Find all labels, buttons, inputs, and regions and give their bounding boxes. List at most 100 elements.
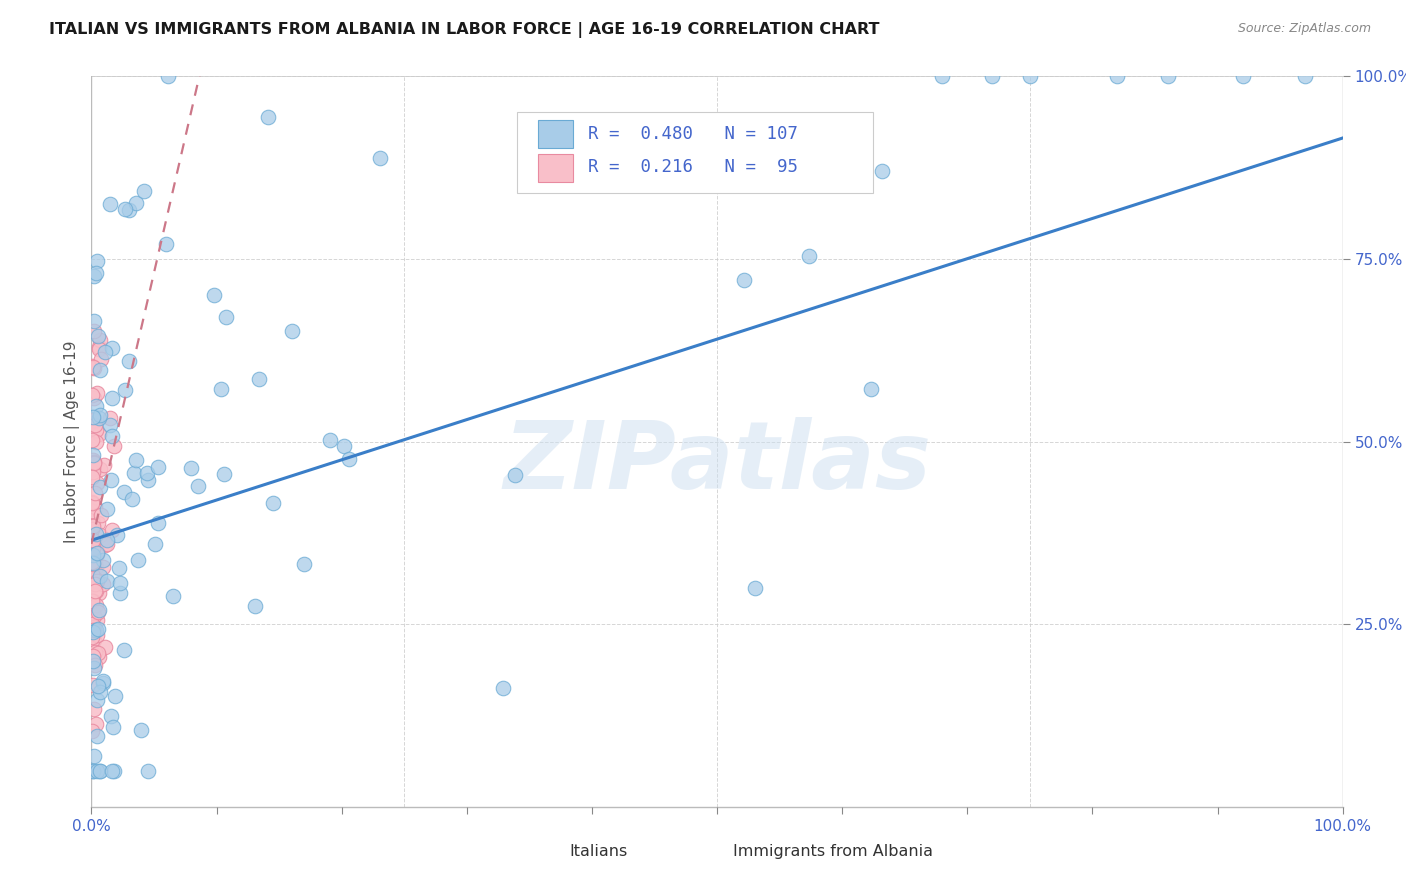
Point (87, 646, 110, 660)
Point (80, 532, 103, 546)
Point (82, 623, 104, 637)
Point (83, 500, 105, 515)
Point (93, 640, 115, 655)
Point (118, 354, 141, 368)
Point (156, 69, 179, 83)
Point (87, 649, 110, 664)
Point (82, 678, 104, 692)
Point (83, 608, 105, 623)
Point (1156, 69, 1178, 83)
Text: Source: ZipAtlas.com: Source: ZipAtlas.com (1237, 22, 1371, 36)
Point (89, 764, 111, 778)
Point (503, 468, 526, 483)
Point (734, 273, 756, 287)
Point (83, 486, 105, 500)
Point (87, 411, 110, 425)
Point (80, 637, 103, 651)
Point (103, 764, 125, 778)
Point (89, 408, 111, 422)
Bar (523, 838, 558, 864)
Point (82, 496, 104, 510)
Point (84, 424, 107, 438)
Point (262, 496, 284, 510)
Point (89, 684, 111, 698)
Point (82, 545, 104, 559)
Point (118, 202, 141, 217)
Point (84, 584, 107, 599)
Point (98, 411, 121, 425)
Point (243, 599, 266, 614)
Point (96, 574, 118, 589)
Point (1107, 69, 1129, 83)
Text: Italians: Italians (569, 844, 627, 859)
Point (82, 559, 104, 574)
Point (122, 466, 145, 480)
Point (80, 600, 103, 615)
Point (82, 359, 104, 374)
Point (80, 594, 103, 608)
Point (136, 473, 159, 487)
Point (101, 341, 124, 355)
Point (82, 724, 104, 739)
Point (870, 164, 893, 178)
FancyBboxPatch shape (517, 112, 873, 193)
Text: ITALIAN VS IMMIGRANTS FROM ALBANIA IN LABOR FORCE | AGE 16-19 CORRELATION CHART: ITALIAN VS IMMIGRANTS FROM ALBANIA IN LA… (49, 22, 880, 38)
Point (82, 453, 104, 467)
Point (86, 729, 108, 743)
Point (87, 329, 110, 343)
Y-axis label: In Labor Force | Age 16-19: In Labor Force | Age 16-19 (65, 340, 80, 543)
Point (162, 589, 184, 603)
Point (931, 69, 953, 83)
Point (82, 433, 104, 447)
Point (80, 555, 103, 569)
Point (214, 467, 236, 482)
Point (89, 527, 111, 541)
Point (83, 620, 105, 634)
Point (82, 557, 104, 571)
Point (82, 359, 104, 374)
Point (89, 363, 111, 377)
Point (83, 702, 105, 716)
Point (135, 467, 157, 481)
Point (89, 568, 111, 582)
Point (82, 624, 104, 638)
Point (80, 533, 103, 548)
Point (82, 649, 104, 664)
Point (96, 537, 118, 551)
Point (83, 392, 105, 406)
Point (82, 515, 104, 529)
Point (83, 661, 105, 675)
Point (136, 764, 159, 778)
Point (84, 584, 107, 599)
Point (1018, 69, 1040, 83)
Point (91, 553, 114, 567)
Point (91, 560, 114, 574)
Point (100, 708, 122, 723)
Point (94, 537, 117, 551)
Point (87, 679, 110, 693)
Point (83, 577, 105, 591)
Point (180, 461, 202, 475)
Point (80, 617, 103, 632)
Point (83, 314, 105, 328)
Point (96, 502, 118, 516)
Point (148, 459, 170, 474)
Point (215, 310, 238, 325)
Point (799, 249, 821, 263)
Point (114, 383, 136, 397)
Point (83, 414, 105, 428)
Point (90, 351, 112, 366)
Point (82, 594, 104, 608)
Point (257, 111, 280, 125)
Point (101, 523, 124, 537)
Point (86, 693, 108, 707)
Point (87, 586, 110, 600)
Point (82, 630, 104, 644)
Point (82, 533, 104, 548)
Point (91, 576, 114, 591)
Point (89, 480, 111, 494)
Point (86, 613, 108, 627)
Point (105, 527, 128, 541)
Point (86, 253, 108, 268)
Point (80, 567, 103, 582)
